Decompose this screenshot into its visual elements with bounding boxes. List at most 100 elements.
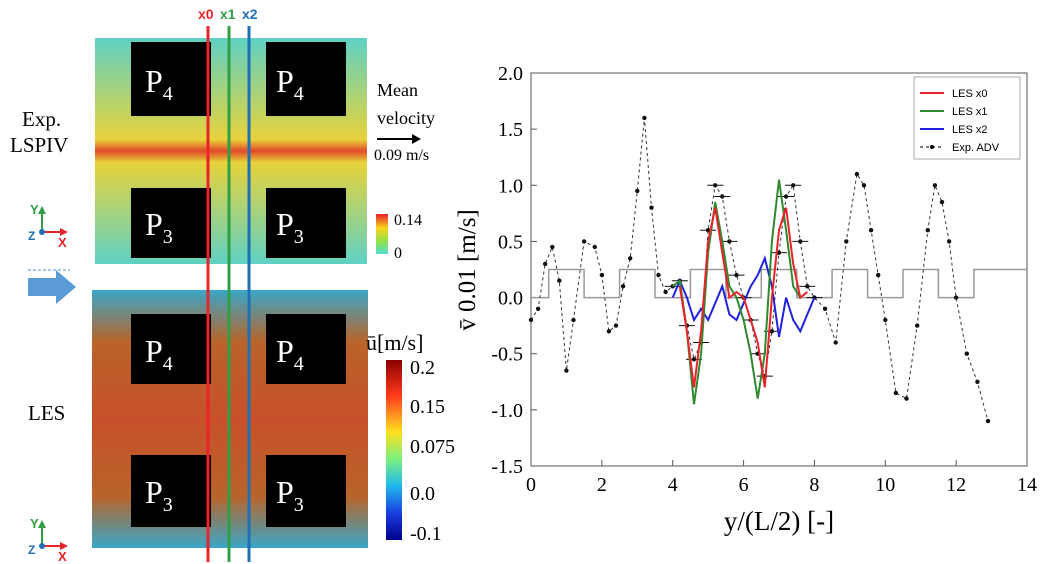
flow-direction-arrow-icon [28,269,76,304]
y-tick-label: -1.0 [491,400,523,422]
exp-adv-point [833,340,838,345]
exp-adv-point [628,256,633,261]
y-tick-label: 0.0 [498,288,523,310]
exp-adv-point [883,317,888,323]
les-plate-p4-right [266,314,346,384]
les-colorbar-tick-4: 0.0 [410,483,435,505]
legend: LES x0 LES x1 LES x2 Exp. ADV [913,76,1021,160]
les-colorbar-title: ū[m/s] [366,330,423,355]
exp-adv-point [564,368,569,373]
exp-adv-point [844,239,849,244]
exp-adv-point [571,317,576,323]
exp-adv-point [939,199,945,205]
exp-adv-point [904,396,909,401]
exp-plate-p4-right [266,42,346,116]
exp-adv-point [535,306,541,311]
les-p4-right-label: P4 [276,333,304,375]
legend-label-x1: LES x1 [952,106,987,118]
exp-colorbar-min: 0 [394,245,402,262]
svg-text:Y: Y [30,202,39,217]
exp-p4-right-label: P4 [276,63,304,105]
x-tick-label: 2 [597,474,607,496]
x-tick-label: 0 [526,474,536,496]
exp-adv-point [876,272,881,278]
exp-adv-point [543,261,548,267]
exp-adv-point [985,418,991,424]
exp-plate-p3-right [266,188,346,258]
exp-adv-point [606,329,612,334]
probe-label-x0: x0 [198,6,214,22]
velocity-profile-chart: 0 2 4 6 8 10 12 14 2.01.51.00.50.0-0.5-1.0-1.5 … [454,63,1037,536]
x-tick-label: 4 [668,474,678,496]
exp-adv-point [932,183,938,188]
les-colorbar-tick-3: 0.075 [410,436,455,458]
probe-label-x2: x2 [242,6,258,22]
exp-label-line1: Exp. [22,107,61,131]
x-tick-label: 8 [809,474,819,496]
mean-velocity-value: 0.09 m/s [374,147,429,164]
les-colorbar [386,360,402,540]
y-tick-label: -1.5 [491,456,523,478]
exp-colorbar-max: 0.14 [394,212,422,229]
exp-adv-point [925,228,930,233]
exp-adv-point [528,317,534,323]
les-colorbar-tick-5: -0.1 [410,523,442,545]
mean-velocity-label-1: Mean [377,80,418,100]
svg-text:Z: Z [28,229,35,243]
y-axis-ticks: 2.0 1.5 1.0 0.5 0.0 -0.5 -1.0 -1.5 [491,63,537,478]
svg-text:Y: Y [30,516,39,531]
exp-adv-point [642,115,647,121]
probe-label-x1: x1 [220,6,236,22]
exp-adv-point [893,390,899,396]
y-axis-label: v̄ 0.01 [m/s] [454,209,481,331]
svg-text:X: X [58,549,67,564]
legend-label-adv: Exp. ADV [952,142,1000,154]
exp-adv-point [964,351,969,356]
exp-adv-point [581,239,587,244]
legend-marker-adv [930,145,934,149]
exp-adv-point [613,323,619,328]
exp-adv-point [854,171,860,177]
exp-adv-point [953,295,959,300]
y-tick-label: 2.0 [498,63,523,85]
legend-label-x2: LES x2 [952,124,987,136]
series-layer [528,115,1027,424]
exp-lspiv-panel: P4 P4 P3 P3 [95,38,367,264]
y-tick-label: -0.5 [491,344,523,366]
x-axis-ticks: 0 2 4 6 8 10 12 14 [526,460,1037,496]
series-line-les-x1 [672,179,808,405]
les-colorbar-tick-2: 0.15 [410,396,445,418]
y-tick-label: 1.5 [498,119,523,141]
exp-p3-left-label: P3 [145,206,173,248]
exp-plate-p4-left [131,42,211,116]
les-plate-p3-left [131,455,211,527]
svg-text:X: X [58,235,67,250]
exp-adv-point [868,228,874,233]
mean-velocity-label-2: velocity [377,108,435,128]
exp-adv-point [915,323,920,328]
geometry-profile-line [531,268,1027,299]
series-line-les-x0 [678,207,808,388]
exp-p4-left-label: P4 [145,63,173,105]
x-axis-label: y/(L/2) [-] [724,506,834,536]
les-colorbar-tick-1: 0.2 [410,357,435,379]
series-line-exp-adv [530,117,989,422]
x-tick-label: 14 [1017,474,1037,496]
exp-colorbar [376,214,388,254]
exp-adv-point [649,205,654,210]
les-p3-right-label: P3 [276,474,304,516]
les-plate-p3-right [266,455,346,527]
les-axis-triad-icon: Y X Z [28,516,68,564]
y-tick-label: 1.0 [498,175,523,197]
exp-adv-point [946,239,952,244]
exp-adv-point [557,278,562,283]
exp-adv-point [822,306,828,311]
x-tick-label: 6 [739,474,749,496]
exp-adv-point [975,379,980,384]
svg-text:Z: Z [28,543,35,557]
exp-p3-right-label: P3 [276,206,304,248]
les-label: LES [28,401,65,425]
y-tick-label: 0.5 [498,231,523,253]
exp-adv-point [663,289,668,295]
